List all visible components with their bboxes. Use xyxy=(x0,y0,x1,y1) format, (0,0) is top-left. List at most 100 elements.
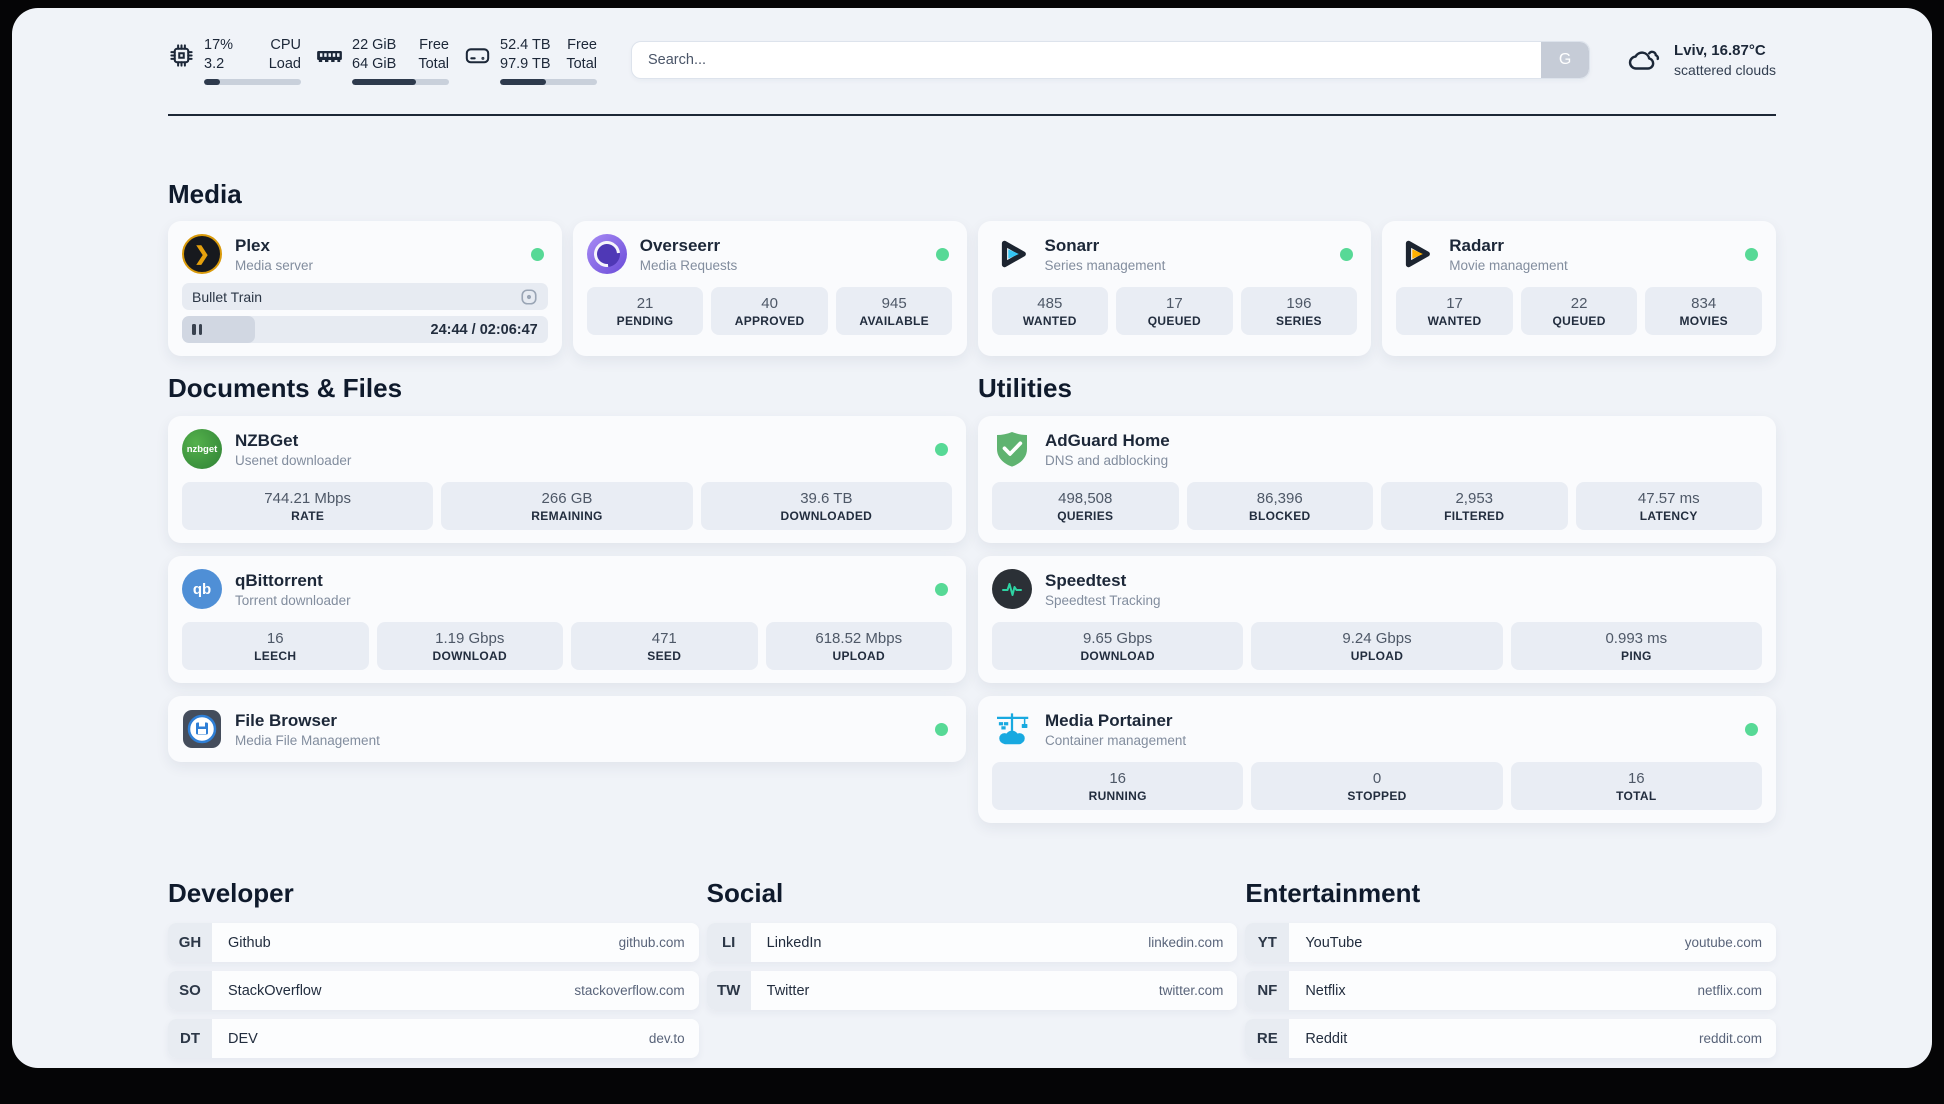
section-title-entertainment: Entertainment xyxy=(1245,878,1421,908)
app-title: NZBGet xyxy=(235,430,299,450)
bookmark-dev[interactable]: DT DEV dev.to xyxy=(168,1019,699,1058)
ram-icon xyxy=(317,50,342,62)
status-online-dot xyxy=(1745,247,1758,261)
stat-pill: 498,508 QUERIES xyxy=(992,482,1179,530)
radarr-icon xyxy=(1406,240,1431,268)
bookmark-linkedin[interactable]: LI LinkedIn linkedin.com xyxy=(706,923,1238,962)
disk-widget: 52.4 TB Free 97.9 TB Total xyxy=(464,36,597,85)
status-online-dot xyxy=(935,247,949,261)
app-card-portainer[interactable]: Media Portainer Container management 16 R… xyxy=(978,696,1776,823)
top-bar: 17% CPU 3.2 Load xyxy=(168,34,1776,86)
disk-free-value: 52.4 TB xyxy=(500,36,551,53)
bookmark-name: DEV xyxy=(228,1030,258,1047)
header-divider xyxy=(168,114,1776,116)
weather-widget: Lviv, 16.87°C scattered clouds xyxy=(1628,41,1776,79)
bookmark-stackoverflow[interactable]: SO StackOverflow stackoverflow.com xyxy=(168,971,699,1010)
bookmark-youtube[interactable]: YT YouTube youtube.com xyxy=(1245,923,1776,962)
weather-location: Lviv, 16.87°C xyxy=(1674,42,1766,59)
app-card-plex[interactable]: ❯ Plex Media server Bullet Train 24:44 /… xyxy=(168,221,562,356)
app-subtitle: Media server xyxy=(235,257,314,273)
playback-progress-bar[interactable]: 24:44 / 02:06:47 xyxy=(182,316,548,343)
section-title-media: Media xyxy=(168,179,242,209)
cpu-icon xyxy=(170,43,193,67)
section-title-utilities: Utilities xyxy=(978,373,1072,403)
app-card-qbittorrent[interactable]: qb qBittorrent Torrent downloader 16 LEEC… xyxy=(168,556,966,683)
bookmark-abbr: DT xyxy=(168,1019,212,1058)
disk-progress-fill xyxy=(500,78,546,85)
bookmark-abbr: SO xyxy=(168,971,212,1010)
app-card-nzbget[interactable]: nzbget NZBGet Usenet downloader 744.21 M… xyxy=(168,416,966,543)
stat-pill: 834 MOVIES xyxy=(1645,287,1762,335)
stat-pill: 40 APPROVED xyxy=(711,287,828,335)
now-playing-title: Bullet Train xyxy=(192,288,263,305)
ram-progress-track xyxy=(352,78,449,85)
app-subtitle: Speedtest Tracking xyxy=(1045,592,1161,608)
nzbget-icon: nzbget xyxy=(182,429,222,469)
stat-pill: 0.993 ms PING xyxy=(1510,622,1762,670)
app-title: Media Portainer xyxy=(1045,710,1173,730)
bookmark-url: stackoverflow.com xyxy=(574,983,685,998)
cast-icon[interactable] xyxy=(520,288,538,306)
app-card-filebrowser[interactable]: File Browser Media File Management xyxy=(168,696,966,762)
cpu-load-label: Load xyxy=(268,55,301,72)
now-playing-bar: Bullet Train xyxy=(182,283,548,310)
stat-pill: 744.21 Mbps RATE xyxy=(182,482,434,530)
bookmark-abbr: NF xyxy=(1245,971,1290,1010)
status-online-dot xyxy=(935,442,948,456)
app-card-radarr[interactable]: Radarr Movie management 17 WANTED 22 QUEUE… xyxy=(1382,221,1776,356)
stat-pill: 21 PENDING xyxy=(586,287,704,335)
ram-total-value: 64 GiB xyxy=(352,55,397,72)
stat-pill: 16 RUNNING xyxy=(992,762,1244,810)
app-subtitle: Media Requests xyxy=(639,257,738,273)
cpu-percent: 17% xyxy=(204,36,234,53)
stat-pill: 86,396 BLOCKED xyxy=(1186,482,1373,530)
bookmark-abbr: TW xyxy=(706,971,751,1010)
app-title: File Browser xyxy=(235,710,338,730)
app-card-speedtest[interactable]: Speedtest Speedtest Tracking 9.65 Gbps DO… xyxy=(978,556,1776,683)
section-title-documents: Documents & Files xyxy=(168,373,403,403)
plex-icon: ❯ xyxy=(182,234,222,274)
bookmark-name: YouTube xyxy=(1305,934,1363,951)
pause-icon[interactable] xyxy=(192,324,202,335)
app-subtitle: Torrent downloader xyxy=(235,592,351,608)
app-title: Speedtest xyxy=(1045,570,1127,590)
stat-pill: 471 SEED xyxy=(571,622,758,670)
app-subtitle: DNS and adblocking xyxy=(1045,452,1169,468)
bookmark-name: Twitter xyxy=(766,982,810,999)
status-online-dot xyxy=(530,247,544,261)
status-online-dot xyxy=(1745,722,1758,736)
stat-pill: 9.65 Gbps DOWNLOAD xyxy=(992,622,1244,670)
ram-free-label: Free xyxy=(419,36,449,53)
app-title: qBittorrent xyxy=(235,570,323,590)
bookmark-twitter[interactable]: TW Twitter twitter.com xyxy=(706,971,1238,1010)
filebrowser-icon xyxy=(183,710,221,748)
status-online-dot xyxy=(935,722,948,736)
bookmark-github[interactable]: GH Github github.com xyxy=(168,923,699,962)
search-input[interactable] xyxy=(632,42,1542,78)
bookmark-reddit[interactable]: RE Reddit reddit.com xyxy=(1245,1019,1776,1058)
stat-pill: 485 WANTED xyxy=(991,287,1109,335)
bookmark-name: LinkedIn xyxy=(766,934,822,951)
ram-widget: 22 GiB Free 64 GiB Total xyxy=(316,36,449,85)
bookmark-netflix[interactable]: NF Netflix netflix.com xyxy=(1245,971,1776,1010)
stat-pill: 945 AVAILABLE xyxy=(835,287,953,335)
disk-total-value: 97.9 TB xyxy=(500,55,551,72)
app-subtitle: Usenet downloader xyxy=(235,452,352,468)
bookmark-abbr: LI xyxy=(706,923,751,962)
search-bar: G xyxy=(631,41,1591,79)
app-card-adguard[interactable]: AdGuard Home DNS and adblocking 498,508 Q… xyxy=(978,416,1776,543)
app-title: Sonarr xyxy=(1044,235,1100,255)
stat-pill: 47.57 ms LATENCY xyxy=(1575,482,1762,530)
app-title: Plex xyxy=(235,235,270,255)
bookmark-url: twitter.com xyxy=(1158,983,1224,998)
portainer-icon xyxy=(997,713,1029,745)
bookmark-abbr: GH xyxy=(168,923,212,962)
bookmark-name: Reddit xyxy=(1305,1030,1348,1047)
app-card-overseerr[interactable]: Overseerr Media Requests 21 PENDING 40 APP… xyxy=(572,221,967,356)
bookmark-url: linkedin.com xyxy=(1148,935,1224,950)
stat-pill: 2,953 FILTERED xyxy=(1381,482,1568,530)
disk-progress-track xyxy=(500,78,597,85)
app-card-sonarr[interactable]: Sonarr Series management 485 WANTED 17 QUE… xyxy=(977,221,1372,356)
search-engine-button[interactable]: G xyxy=(1541,42,1590,78)
stat-pill: 16 TOTAL xyxy=(1510,762,1762,810)
